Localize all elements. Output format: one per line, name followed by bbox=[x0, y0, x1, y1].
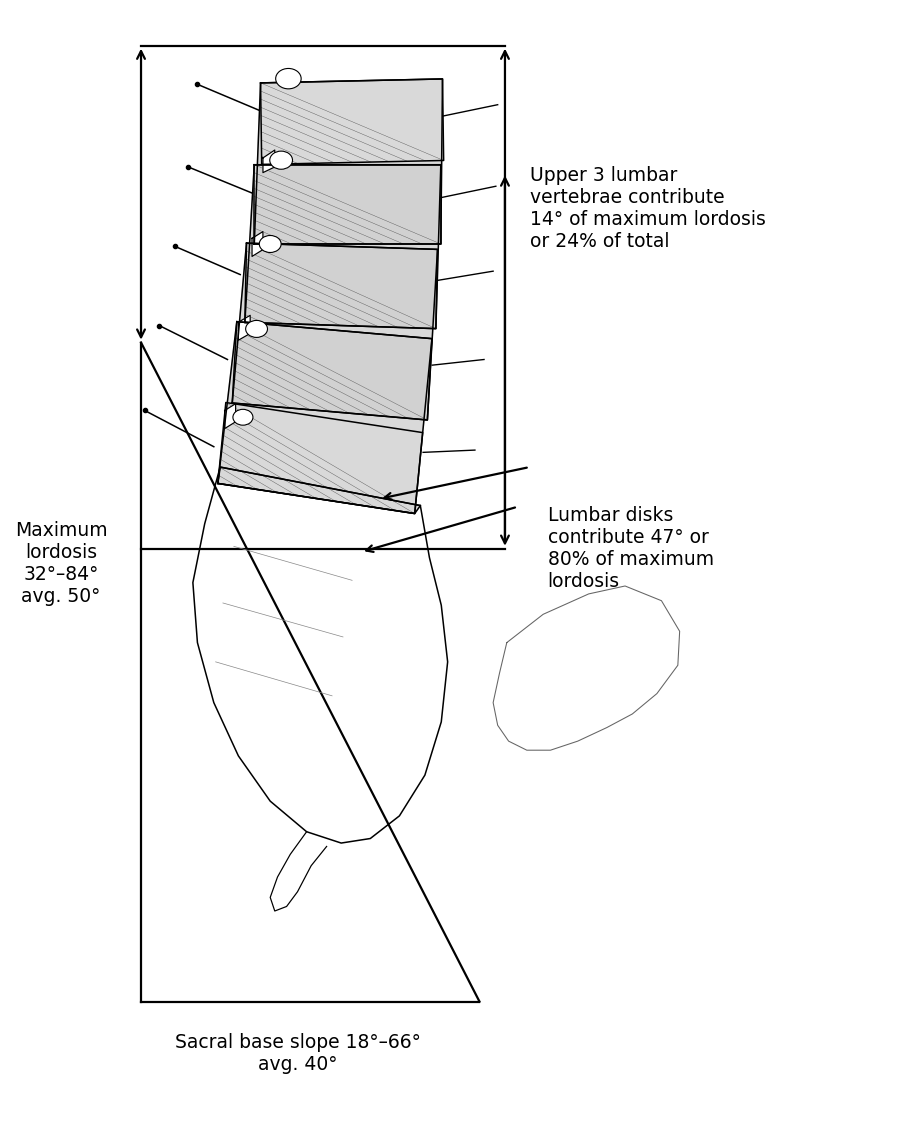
Polygon shape bbox=[244, 244, 437, 329]
Polygon shape bbox=[218, 403, 423, 513]
Polygon shape bbox=[233, 244, 437, 420]
Ellipse shape bbox=[233, 410, 253, 426]
Polygon shape bbox=[252, 231, 263, 256]
Polygon shape bbox=[225, 404, 235, 429]
Polygon shape bbox=[218, 467, 420, 513]
Ellipse shape bbox=[276, 68, 301, 89]
Text: Upper 3 lumbar
vertebrae contribute
14° of maximum lordosis
or 24% of total: Upper 3 lumbar vertebrae contribute 14° … bbox=[529, 166, 766, 251]
Polygon shape bbox=[255, 79, 443, 244]
Text: Maximum
lordosis
32°–84°
avg. 50°: Maximum lordosis 32°–84° avg. 50° bbox=[15, 521, 108, 605]
Ellipse shape bbox=[259, 236, 281, 253]
Polygon shape bbox=[233, 322, 432, 420]
Polygon shape bbox=[255, 165, 441, 244]
Polygon shape bbox=[261, 79, 444, 164]
Ellipse shape bbox=[245, 321, 267, 337]
Text: Sacral base slope 18°–66°
avg. 40°: Sacral base slope 18°–66° avg. 40° bbox=[175, 1033, 421, 1074]
Ellipse shape bbox=[270, 151, 292, 170]
Polygon shape bbox=[218, 322, 432, 513]
Text: Lumbar disks
contribute 47° or
80% of maximum
lordosis: Lumbar disks contribute 47° or 80% of ma… bbox=[548, 506, 714, 591]
Polygon shape bbox=[263, 150, 275, 173]
Polygon shape bbox=[238, 315, 250, 340]
Polygon shape bbox=[244, 165, 441, 329]
Polygon shape bbox=[193, 467, 448, 843]
